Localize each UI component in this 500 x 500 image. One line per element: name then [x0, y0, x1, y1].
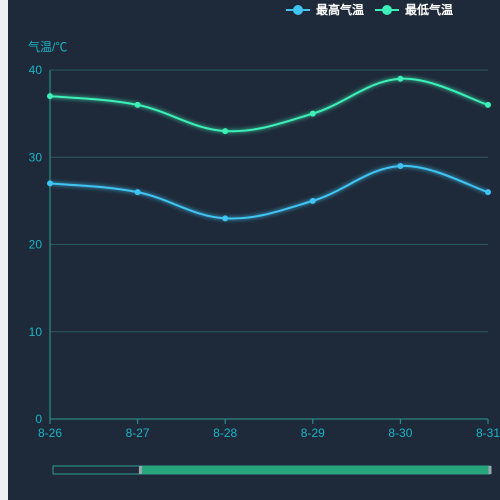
legend[interactable]: 最高气温 最低气温 — [286, 2, 453, 17]
x-tick-label: 8-29 — [301, 426, 325, 440]
data-point[interactable] — [134, 189, 141, 196]
legend-marker-series-2 — [382, 5, 392, 15]
legend-label-series-2: 最低气温 — [405, 2, 453, 17]
data-point[interactable] — [485, 189, 491, 196]
data-point[interactable] — [134, 101, 141, 108]
data-point[interactable] — [222, 215, 229, 222]
y-tick-label: 20 — [29, 238, 43, 252]
data-point[interactable] — [47, 93, 53, 100]
y-tick-label: 0 — [35, 412, 42, 426]
legend-item-series-2[interactable]: 最低气温 — [375, 2, 453, 17]
data-point[interactable] — [222, 128, 229, 135]
series-line-2 — [49, 77, 489, 133]
series-lines — [47, 75, 491, 222]
grid-lines — [50, 69, 488, 333]
legend-label-series-1: 最高气温 — [316, 2, 364, 17]
axes — [49, 70, 489, 424]
y-tick-label: 30 — [29, 150, 43, 164]
zoom-handle-start[interactable] — [138, 466, 142, 474]
data-zoom-slider[interactable] — [52, 465, 492, 475]
zoom-handle-end[interactable] — [488, 466, 492, 474]
chart-panel: 最高气温 最低气温 气温/℃ 0 10 20 30 40 8-26 8-27 8-28 8-2… — [8, 0, 500, 500]
data-point[interactable] — [397, 162, 404, 169]
data-point[interactable] — [485, 101, 491, 108]
zoom-selected-range[interactable] — [140, 466, 490, 474]
data-point[interactable] — [309, 197, 316, 204]
y-tick-label: 40 — [29, 63, 43, 77]
y-axis-label: 气温/℃ — [28, 39, 67, 54]
y-tick-label: 10 — [29, 325, 43, 339]
x-tick-label: 8-26 — [38, 426, 62, 440]
data-point[interactable] — [47, 180, 53, 187]
legend-marker-series-1 — [293, 5, 303, 15]
data-point[interactable] — [309, 110, 316, 117]
x-tick-labels: 8-26 8-27 8-28 8-29 8-30 8-31 — [38, 426, 500, 440]
y-tick-labels: 0 10 20 30 40 — [29, 63, 43, 426]
x-tick-label: 8-27 — [126, 426, 150, 440]
x-tick-label: 8-28 — [213, 426, 237, 440]
data-point[interactable] — [397, 75, 404, 82]
x-tick-label: 8-31 — [476, 426, 500, 440]
series-line-1 — [49, 164, 489, 220]
x-tick-label: 8-30 — [388, 426, 412, 440]
legend-item-series-1[interactable]: 最高气温 — [286, 2, 364, 17]
